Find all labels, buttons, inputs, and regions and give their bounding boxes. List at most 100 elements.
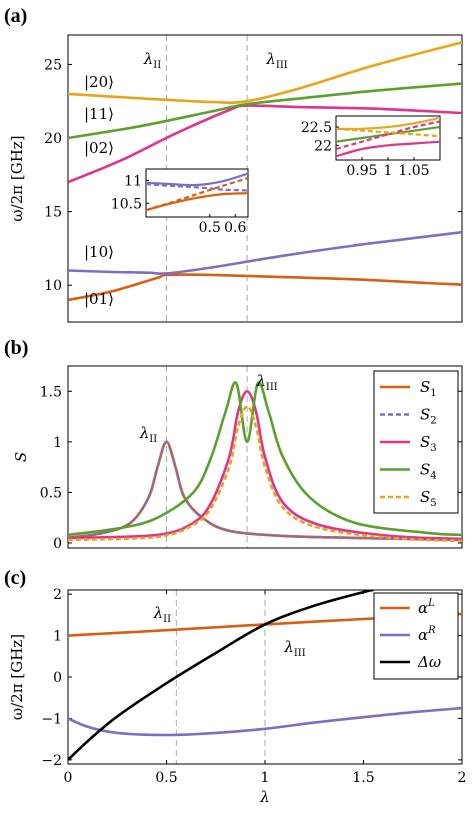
lambda-ii-label-c: λII: [153, 604, 171, 625]
lambda-iii-label-c: λIII: [283, 638, 305, 659]
ytick-label: 1: [53, 629, 62, 645]
inset-frame: [335, 115, 441, 161]
ytick-label: 0: [53, 536, 62, 552]
legend-entry-5-symbol: S: [420, 488, 430, 506]
ytick-label: 1.5: [40, 384, 62, 400]
ytick-label: 2: [53, 587, 62, 603]
series-line-4: [68, 82, 462, 140]
x-axis-label: λ: [259, 788, 270, 806]
series-line-4: [68, 381, 462, 537]
series-line-2: [68, 230, 462, 275]
xtick-label: 2: [458, 770, 467, 786]
inset-ytick-label: 22.5: [301, 120, 332, 136]
legend-entry-1: αL: [418, 598, 435, 617]
legend-entry-1-symbol: α: [418, 599, 428, 617]
series-line-3: [68, 390, 462, 541]
legend-entry-3: S3: [420, 433, 437, 454]
xtick-label: 1: [261, 770, 270, 786]
legend-entry-1-index: 1: [430, 388, 436, 399]
ytick-label: 10: [44, 278, 62, 294]
state-label: |20⟩: [84, 73, 114, 91]
legend-entry-2-symbol: S: [420, 406, 430, 424]
inset-ytick-label: 10.5: [111, 196, 142, 212]
state-label: |10⟩: [84, 243, 114, 261]
y-axis-label: ω/2π [GHz]: [8, 135, 26, 221]
y-axis-label: S: [12, 452, 30, 462]
series-line-5: [336, 127, 440, 138]
ytick-label: 15: [44, 205, 62, 221]
series-line-4: [336, 120, 440, 151]
inset-xtick-label: 1: [384, 163, 393, 179]
series-line-3: [336, 140, 440, 158]
series-line-2: [68, 440, 462, 542]
lambda-iii-label-c-subscript: III: [294, 648, 306, 659]
legend-entry-3: Δω: [417, 653, 441, 671]
series-line-2: [336, 125, 440, 143]
lambda-iii-label-a-subscript: III: [276, 60, 288, 71]
series-line-1: [336, 116, 440, 131]
xtick-label: 0: [64, 770, 73, 786]
ytick-label: −1: [41, 711, 62, 727]
lambda-iii-label-b: λIII: [255, 372, 277, 393]
inset-1: 0.5 0.6 10.5 11: [111, 168, 249, 236]
legend-entry-4-index: 4: [430, 471, 436, 482]
legend-entry-5: S5: [420, 488, 437, 509]
legend-entry-2: S2: [420, 406, 437, 427]
lambda-iii-label-c-symbol: λ: [283, 638, 294, 656]
state-label: |11⟩: [84, 105, 114, 123]
lambda-ii-label-b: λII: [139, 424, 157, 445]
ytick-label: 0: [53, 670, 62, 686]
ytick-label: −2: [41, 753, 62, 769]
lambda-ii-label-a-symbol: λ: [143, 50, 154, 68]
state-label: |02⟩: [84, 139, 114, 157]
series-line-5: [68, 41, 462, 104]
legend-entry-4-symbol: S: [420, 461, 430, 479]
series-line-4: [146, 177, 248, 212]
legend-entry-3-index: 3: [430, 443, 436, 454]
inset-xtick-label: 0.95: [346, 163, 377, 179]
series-line-3: [146, 183, 248, 192]
legend-entry-2-symbol: α: [418, 626, 428, 644]
legend-entry-1-index: L: [427, 598, 435, 609]
lambda-ii-label-b-symbol: λ: [139, 424, 150, 442]
lambda-iii-label-b-symbol: λ: [255, 372, 266, 390]
inset-xtick-label: 0.6: [224, 220, 246, 236]
lambda-iii-label-a-symbol: λ: [265, 50, 276, 68]
inset-2: 0.95 1 1.05 22 22.5: [301, 115, 441, 179]
lambda-iii-label-b-subscript: III: [266, 382, 278, 393]
legend-entry-3-symbol: S: [420, 433, 430, 451]
legend-entry-2-index: R: [427, 625, 436, 636]
legend-entry-1-symbol: S: [420, 378, 430, 396]
panel-label-b: (b): [4, 337, 28, 359]
lambda-ii-label-b-subscript: II: [149, 434, 157, 445]
series-line-3: [68, 590, 374, 761]
lambda-iii-label-a: λIII: [265, 50, 287, 71]
ytick-label: 0.5: [40, 485, 62, 501]
panel-label-c: (c): [4, 567, 26, 589]
ytick-label: 1: [53, 435, 62, 451]
inset-ytick-label: 22: [314, 138, 332, 154]
inset-xtick-label: 0.5: [199, 220, 221, 236]
legend-entry-2-index: 2: [430, 416, 436, 427]
inset-ytick-label: 11: [124, 173, 142, 189]
axes-frame: [67, 365, 463, 549]
series-line-2: [146, 172, 248, 187]
lambda-ii-label-c-subscript: II: [163, 614, 171, 625]
ytick-label: 20: [44, 131, 62, 147]
inset-xtick-label: 1.05: [398, 163, 429, 179]
legend-entry-5-index: 5: [430, 498, 436, 509]
ytick-label: 25: [44, 57, 62, 73]
axes-frame: [67, 34, 463, 323]
series-line-1: [68, 273, 462, 302]
xtick-label: 1.5: [352, 770, 374, 786]
xtick-label: 0.5: [155, 770, 177, 786]
y-axis-label: ω/2π [GHz]: [8, 634, 26, 720]
lambda-ii-label-a-subscript: II: [153, 60, 161, 71]
legend-entry-1: S1: [420, 378, 437, 399]
